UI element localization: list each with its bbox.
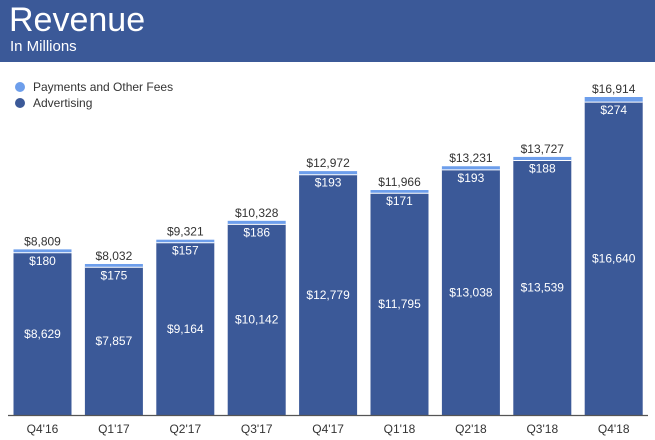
- bar-advertising: [299, 174, 358, 415]
- data-label-advertising: $10,142: [235, 313, 279, 327]
- bar-advertising: [13, 252, 72, 415]
- bar-payments: [227, 220, 286, 225]
- x-tick-label: Q1'17: [98, 422, 130, 436]
- total-label: $11,966: [378, 175, 421, 189]
- x-tick-label: Q3'18: [526, 422, 558, 436]
- legend-swatch-advertising: [15, 98, 25, 108]
- data-label-advertising: $9,164: [167, 322, 204, 336]
- data-label-payments: $171: [386, 194, 413, 208]
- total-label: $8,809: [24, 234, 61, 248]
- data-label-advertising: $8,629: [24, 327, 61, 341]
- data-label-payments: $186: [243, 225, 270, 239]
- data-label-payments: $193: [315, 176, 342, 190]
- legend-label-payments: Payments and Other Fees: [33, 80, 174, 94]
- total-label: $12,972: [306, 156, 350, 170]
- bar-advertising: [513, 160, 572, 415]
- bar-advertising: [156, 242, 215, 415]
- chart-title: Revenue: [9, 1, 146, 39]
- bar-advertising: [441, 169, 500, 415]
- data-label-payments: $193: [458, 171, 485, 185]
- bar-payments: [370, 190, 429, 194]
- legend-label-advertising: Advertising: [33, 96, 93, 110]
- total-label: $10,328: [235, 206, 279, 220]
- bar-payments: [299, 171, 358, 175]
- total-label: $8,032: [96, 249, 133, 263]
- data-label-advertising: $12,779: [306, 288, 350, 302]
- x-tick-label: Q4'18: [598, 422, 630, 436]
- data-label-payments: $188: [529, 161, 556, 175]
- bar-payments: [84, 263, 143, 268]
- data-label-advertising: $13,539: [521, 281, 565, 295]
- total-label: $13,727: [521, 142, 565, 156]
- chart-subtitle: In Millions: [10, 38, 77, 55]
- total-label: $9,321: [167, 225, 204, 239]
- total-label: $16,914: [592, 82, 636, 96]
- bar-advertising: [584, 102, 643, 415]
- data-label-advertising: $13,038: [449, 285, 493, 299]
- chart-header: Revenue In Millions: [0, 0, 655, 62]
- data-label-payments: $175: [101, 268, 128, 282]
- bar-advertising: [84, 267, 143, 415]
- bar-payments: [584, 97, 643, 103]
- x-tick-label: Q2'17: [169, 422, 201, 436]
- data-label-payments: $274: [600, 103, 627, 117]
- bar-payments: [156, 239, 215, 243]
- bar-payments: [13, 249, 72, 253]
- bar-advertising: [370, 193, 429, 415]
- x-tick-label: Q1'18: [384, 422, 416, 436]
- legend-swatch-payments: [15, 82, 25, 92]
- data-label-payments: $157: [172, 244, 199, 258]
- x-tick-label: Q3'17: [241, 422, 273, 436]
- total-label: $13,231: [449, 151, 493, 165]
- x-tick-label: Q4'16: [27, 422, 59, 436]
- data-label-payments: $180: [29, 254, 56, 268]
- data-label-advertising: $16,640: [592, 252, 636, 266]
- bar-payments: [513, 156, 572, 161]
- data-label-advertising: $7,857: [96, 334, 133, 348]
- x-tick-label: Q4'17: [312, 422, 344, 436]
- bar-advertising: [227, 224, 286, 415]
- data-label-advertising: $11,795: [378, 297, 421, 311]
- bar-payments: [441, 166, 500, 170]
- x-tick-label: Q2'18: [455, 422, 487, 436]
